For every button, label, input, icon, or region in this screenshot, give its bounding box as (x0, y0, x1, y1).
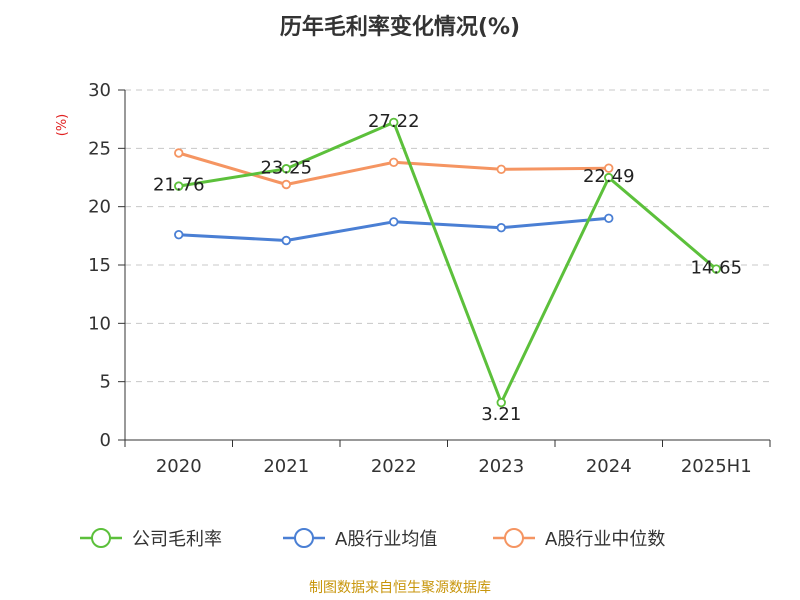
data-point (281, 164, 291, 174)
y-tick-label: 5 (100, 372, 111, 393)
data-label: 21.76 (153, 175, 205, 196)
legend-label: A股行业中位数 (545, 529, 665, 550)
x-tick-label: 2024 (586, 456, 632, 477)
data-point (496, 397, 506, 408)
legend-swatch-marker (504, 528, 524, 548)
data-point (174, 229, 184, 240)
x-tick-label: 2020 (156, 456, 202, 477)
data-label: 3.21 (481, 404, 521, 425)
data-label: 22.49 (583, 166, 635, 187)
y-tick-label: 15 (88, 255, 111, 276)
y-tick-label: 0 (100, 430, 111, 451)
data-label: 23.25 (260, 157, 312, 178)
legend: 公司毛利率 A股行业均值 A股行业中位数 (80, 528, 665, 550)
y-tick-label: 10 (88, 313, 111, 334)
data-point (496, 164, 506, 175)
legend-label: A股行业均值 (335, 529, 437, 550)
data-label: 27.22 (368, 111, 420, 132)
data-point (389, 117, 399, 128)
data-point (281, 235, 291, 246)
y-axis-unit: (%) (55, 114, 70, 137)
data-label: 14.65 (690, 258, 742, 279)
data-point (604, 172, 614, 183)
x-tick-label: 2023 (478, 456, 524, 477)
data-point (389, 217, 399, 227)
y-tick-label: 20 (88, 197, 111, 218)
data-point (174, 181, 184, 191)
axes: 0 5 10 15 20 25 30 2020 2021 2022 2023 2024 2025H1 (88, 80, 771, 477)
data-labels: 21.76 23.25 27.22 3.21 22.49 14.65 (153, 111, 742, 425)
data-point (174, 148, 184, 158)
x-tick-label: 2025H1 (681, 456, 752, 477)
data-point (496, 222, 506, 233)
legend-swatch-marker (91, 528, 111, 548)
chart-title: 历年毛利率变化情况(%) (280, 14, 520, 40)
data-point (604, 163, 614, 173)
data-point (389, 157, 399, 168)
x-tick-label: 2021 (263, 456, 309, 477)
y-tick-label: 30 (88, 80, 111, 101)
legend-label: 公司毛利率 (132, 529, 222, 550)
x-tick-label: 2022 (371, 456, 417, 477)
legend-swatch-marker (294, 528, 314, 548)
series-line-0 (178, 120, 718, 405)
source-note: 制图数据来自恒生聚源数据库 (309, 580, 491, 596)
data-point (711, 264, 721, 274)
y-tick-label: 25 (88, 138, 111, 159)
series (174, 117, 721, 408)
data-point (604, 213, 614, 224)
data-point (281, 179, 291, 190)
